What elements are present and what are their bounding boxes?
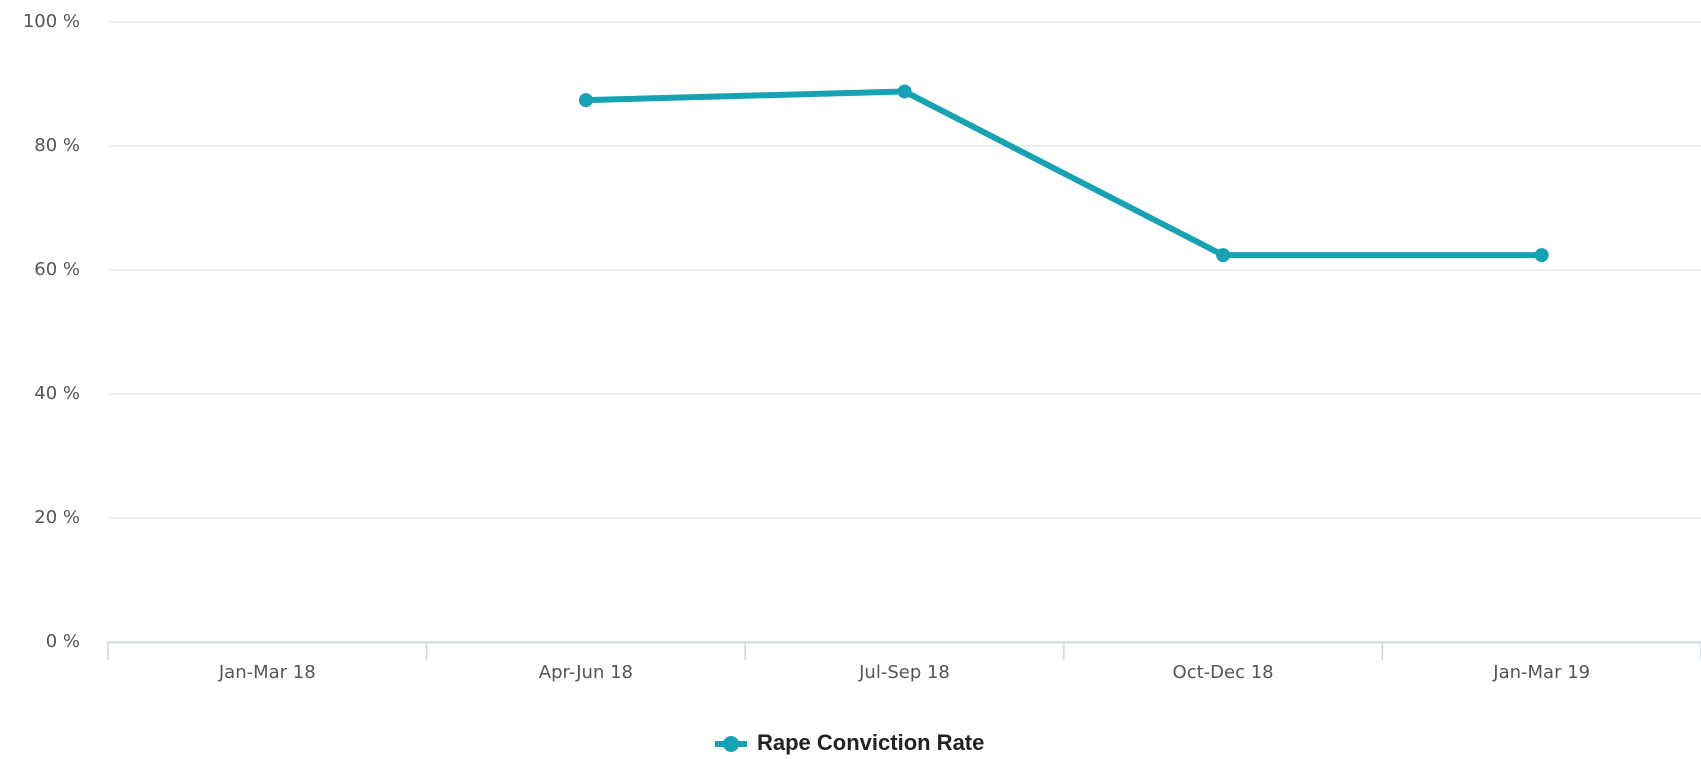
y-tick-label: 100 % [23,11,80,32]
x-tick-label: Jan-Mar 19 [1492,662,1590,683]
data-point [1534,248,1549,263]
legend-label: Rape Conviction Rate [757,730,984,755]
y-tick-label: 20 % [34,507,80,528]
data-point [897,84,912,99]
data-point [1216,248,1231,263]
series-line [585,88,1542,259]
y-tick-label: 40 % [34,383,80,404]
data-point [578,93,593,108]
y-tick-label: 80 % [34,135,80,156]
x-tick-label: Oct-Dec 18 [1173,662,1274,683]
legend-symbol-marker [723,736,739,752]
x-tick-label: Jan-Mar 18 [218,662,316,683]
y-tick-label: 0 % [46,631,80,652]
x-tick-label: Jul-Sep 18 [858,662,950,683]
y-tick-label: 60 % [34,259,80,280]
x-tick-label: Apr-Jun 18 [539,662,633,683]
